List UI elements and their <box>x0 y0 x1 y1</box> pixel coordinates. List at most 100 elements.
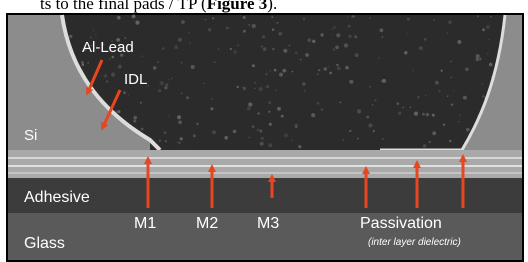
texture-speck <box>284 133 288 137</box>
texture-speck <box>248 137 250 139</box>
texture-speck <box>212 17 214 19</box>
label: M2 <box>196 215 218 232</box>
texture-speck <box>414 112 418 116</box>
texture-speck <box>337 66 341 70</box>
texture-speck <box>181 93 183 95</box>
texture-speck <box>247 107 251 111</box>
texture-speck <box>269 123 272 126</box>
texture-speck <box>398 112 401 115</box>
texture-speck <box>252 24 256 28</box>
texture-speck <box>270 70 271 71</box>
texture-speck <box>482 28 485 31</box>
texture-speck <box>304 90 306 92</box>
texture-speck <box>318 69 320 71</box>
texture-speck <box>266 85 269 88</box>
texture-speck <box>477 15 479 17</box>
texture-speck <box>186 96 189 99</box>
texture-speck <box>292 140 293 141</box>
texture-speck <box>112 56 115 59</box>
texture-speck <box>188 32 190 34</box>
texture-speck <box>336 64 338 66</box>
texture-speck <box>413 70 414 71</box>
texture-speck <box>180 62 182 64</box>
texture-speck <box>329 72 332 75</box>
texture-speck <box>426 113 429 116</box>
texture-speck <box>189 43 190 44</box>
texture-speck <box>382 36 384 38</box>
texture-speck <box>205 19 206 20</box>
texture-speck <box>354 35 357 38</box>
texture-speck <box>140 102 142 104</box>
texture-speck <box>435 81 439 85</box>
texture-speck <box>248 102 252 106</box>
texture-speck <box>349 80 353 84</box>
texture-speck <box>407 18 410 21</box>
texture-speck <box>324 67 328 71</box>
texture-speck <box>335 46 339 50</box>
texture-speck <box>342 139 343 140</box>
texture-speck <box>345 66 349 70</box>
texture-speck <box>191 65 195 69</box>
texture-speck <box>259 130 262 133</box>
texture-speck <box>260 142 264 146</box>
texture-speck <box>117 16 121 20</box>
texture-speck <box>262 35 265 38</box>
texture-speck <box>277 107 281 111</box>
texture-speck <box>369 17 371 19</box>
texture-speck <box>357 138 359 140</box>
texture-speck <box>451 104 453 106</box>
texture-speck <box>459 115 461 117</box>
texture-speck <box>178 38 182 42</box>
texture-speck <box>295 52 297 54</box>
texture-speck <box>252 125 255 128</box>
texture-speck <box>268 101 271 104</box>
texture-speck <box>279 73 283 77</box>
texture-speck <box>433 20 434 21</box>
label-note: (inter layer dielectric) <box>368 237 461 248</box>
texture-speck <box>257 129 260 132</box>
texture-speck <box>423 144 427 148</box>
texture-speck <box>109 59 111 61</box>
texture-speck <box>133 116 137 120</box>
texture-speck <box>218 48 220 50</box>
texture-speck <box>482 83 483 84</box>
texture-speck <box>165 140 167 142</box>
texture-speck <box>351 15 354 18</box>
texture-speck <box>457 40 461 44</box>
texture-speck <box>133 120 136 123</box>
texture-speck <box>259 87 263 91</box>
texture-speck <box>441 70 443 72</box>
texture-speck <box>298 145 301 148</box>
texture-speck <box>153 66 156 69</box>
texture-speck <box>272 48 274 50</box>
texture-speck <box>348 131 350 133</box>
texture-speck <box>407 33 409 35</box>
texture-speck <box>448 21 451 24</box>
texture-speck <box>302 82 306 86</box>
texture-speck <box>181 20 185 24</box>
texture-speck <box>271 16 273 18</box>
texture-speck <box>422 113 425 116</box>
texture-speck <box>81 61 83 63</box>
texture-speck <box>178 120 182 124</box>
texture-speck <box>357 109 361 113</box>
texture-speck <box>382 79 386 83</box>
texture-speck <box>402 107 404 109</box>
texture-speck <box>487 53 489 55</box>
texture-speck <box>204 83 205 84</box>
texture-speck <box>378 58 379 59</box>
texture-speck <box>344 43 348 47</box>
texture-speck <box>489 63 493 67</box>
texture-speck <box>466 128 470 132</box>
texture-speck <box>375 99 377 101</box>
texture-speck <box>425 95 426 96</box>
texture-speck <box>132 15 136 19</box>
label: Passivation <box>360 215 442 232</box>
page: {"caption": {"before": "ts to the final … <box>0 0 528 262</box>
texture-speck <box>233 130 237 134</box>
texture-speck <box>171 78 172 79</box>
texture-speck <box>214 62 215 63</box>
texture-speck <box>320 33 323 36</box>
texture-speck <box>438 90 440 92</box>
texture-speck <box>476 58 479 61</box>
